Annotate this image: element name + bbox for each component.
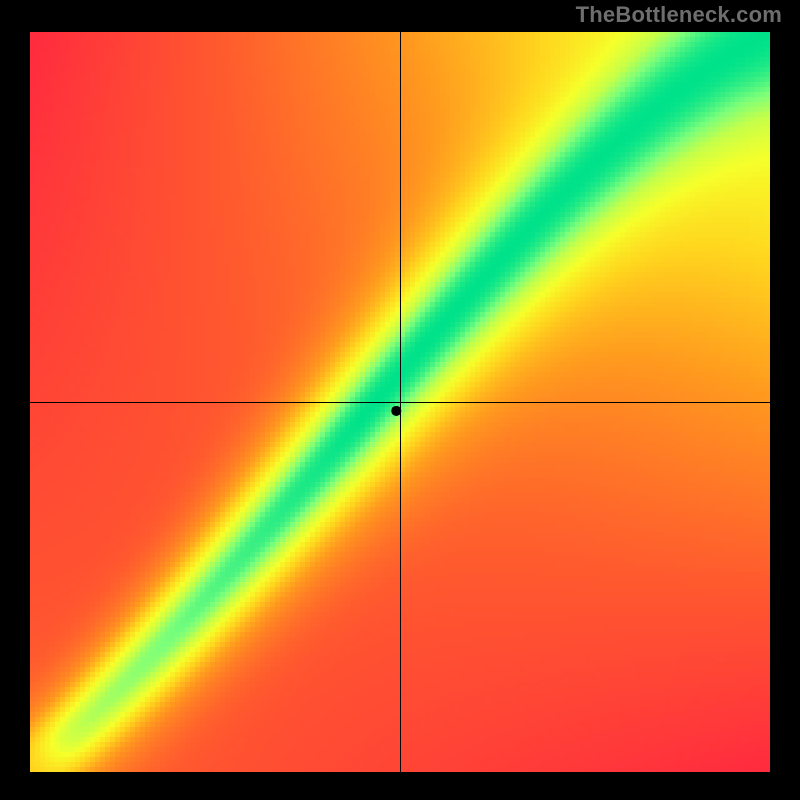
watermark-text: TheBottleneck.com — [576, 2, 782, 28]
chart-container: TheBottleneck.com — [0, 0, 800, 800]
heatmap-canvas — [30, 32, 770, 772]
